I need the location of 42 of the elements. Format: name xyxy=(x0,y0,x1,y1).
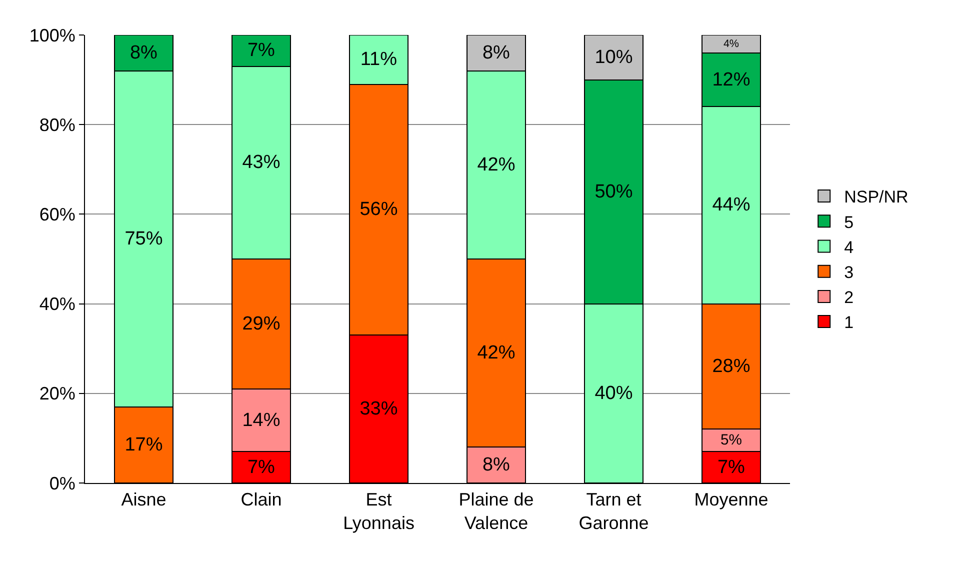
legend-label: 1 xyxy=(844,313,854,332)
data-label: 17% xyxy=(124,434,163,456)
data-label: 8% xyxy=(130,42,158,64)
data-label: 56% xyxy=(360,199,398,220)
x-tick-label: Est Lyonnais xyxy=(343,490,414,533)
data-label: 7% xyxy=(247,40,276,62)
legend-label: NSP/NR xyxy=(844,188,908,207)
data-label: 43% xyxy=(242,152,280,174)
data-label: 12% xyxy=(712,69,750,90)
y-tick-label: 80% xyxy=(39,114,76,135)
x-tick-label: Moyenne xyxy=(694,490,768,510)
data-label: 40% xyxy=(594,382,633,404)
legend-label: 3 xyxy=(844,262,854,282)
data-label: 8% xyxy=(482,42,510,64)
legend-label: 2 xyxy=(844,288,854,308)
data-label: 75% xyxy=(124,228,163,250)
data-label: 33% xyxy=(360,398,398,420)
data-label: 50% xyxy=(594,181,633,202)
data-label: 10% xyxy=(594,46,633,68)
data-label: 7% xyxy=(717,456,746,478)
data-label: 14% xyxy=(242,410,280,431)
data-label: 29% xyxy=(242,313,280,334)
data-label: 11% xyxy=(360,49,398,70)
y-tick-label: 40% xyxy=(39,294,76,314)
y-tick-label: 0% xyxy=(49,473,76,494)
data-label: 8% xyxy=(482,454,510,476)
x-tick-label: Aisne xyxy=(121,490,166,510)
y-tick-label: 20% xyxy=(39,384,76,404)
x-tick-label: Clain xyxy=(240,490,282,510)
y-tick-label: 60% xyxy=(39,204,76,224)
x-tick-label: Plaine de Valence xyxy=(458,490,534,533)
data-label: 44% xyxy=(712,194,750,216)
data-label: 7% xyxy=(247,456,276,478)
legend-label: 4 xyxy=(844,238,854,257)
data-label: 5% xyxy=(720,432,742,449)
x-tick-label: Tarn et Garonne xyxy=(578,490,649,533)
y-tick-label: 100% xyxy=(29,25,76,46)
data-label: 4% xyxy=(723,38,740,50)
data-label: 28% xyxy=(712,356,750,378)
data-label: 42% xyxy=(477,342,516,364)
legend-label: 5 xyxy=(844,212,854,232)
data-label: 42% xyxy=(477,154,516,176)
